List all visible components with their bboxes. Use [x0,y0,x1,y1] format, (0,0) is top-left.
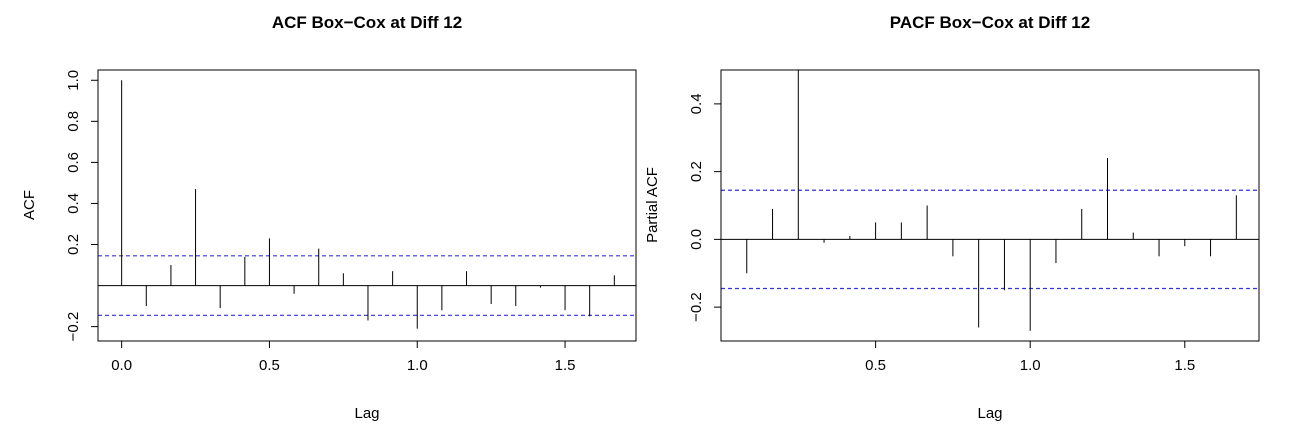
pacf-x-axis-label: Lag [977,405,1002,422]
pacf-chart-title: PACF Box−Cox at Diff 12 [890,13,1090,32]
pacf-y-tick-label: 0.2 [688,161,705,182]
pacf-marks [721,70,1259,331]
pacf-x-tick-label: 1.0 [1020,357,1041,374]
pacf-y-tick-label: 0.0 [688,229,705,250]
acf-chart: ACF Box−Cox at Diff 12 0.0 0.5 1.0 1.5 −0.2… [21,13,637,422]
acf-x-axis-label: Lag [354,405,379,422]
acf-x-tick-label: 1.0 [407,357,428,374]
acf-x-tick-label: 0.5 [259,357,280,374]
pacf-y-axis-label: Partial ACF [644,167,661,243]
pacf-y-tick-label: −0.2 [688,292,705,322]
acf-y-tick-label: 0.6 [65,152,82,173]
acf-x-tick-label: 0.0 [111,357,132,374]
acf-y-tick-label: −0.2 [65,312,82,342]
acf-x-axis: 0.0 0.5 1.0 1.5 [111,340,576,374]
pacf-y-tick-label: 0.4 [688,93,705,114]
acf-marks [98,80,636,329]
acf-y-axis: −0.2 0.2 0.4 0.6 0.8 1.0 [65,70,99,342]
pacf-y-axis: −0.2 0.0 0.2 0.4 [688,93,722,322]
pacf-x-tick-label: 1.5 [1174,357,1195,374]
acf-y-axis-label: ACF [21,190,38,220]
acf-y-tick-label: 0.8 [65,111,82,132]
pacf-x-tick-label: 0.5 [865,357,886,374]
pacf-x-axis: 0.5 1.0 1.5 [865,340,1195,374]
acf-y-tick-label: 0.2 [65,234,82,255]
pacf-chart: PACF Box−Cox at Diff 12 0.5 1.0 1.5 −0.2 0.… [644,13,1260,422]
acf-chart-title: ACF Box−Cox at Diff 12 [272,13,462,32]
acf-y-tick-label: 0.4 [65,193,82,214]
pacf-plot-frame [720,69,1260,342]
acf-plot-frame [97,69,637,342]
acf-x-tick-label: 1.5 [555,357,576,374]
acf-y-tick-label: 1.0 [65,70,82,91]
